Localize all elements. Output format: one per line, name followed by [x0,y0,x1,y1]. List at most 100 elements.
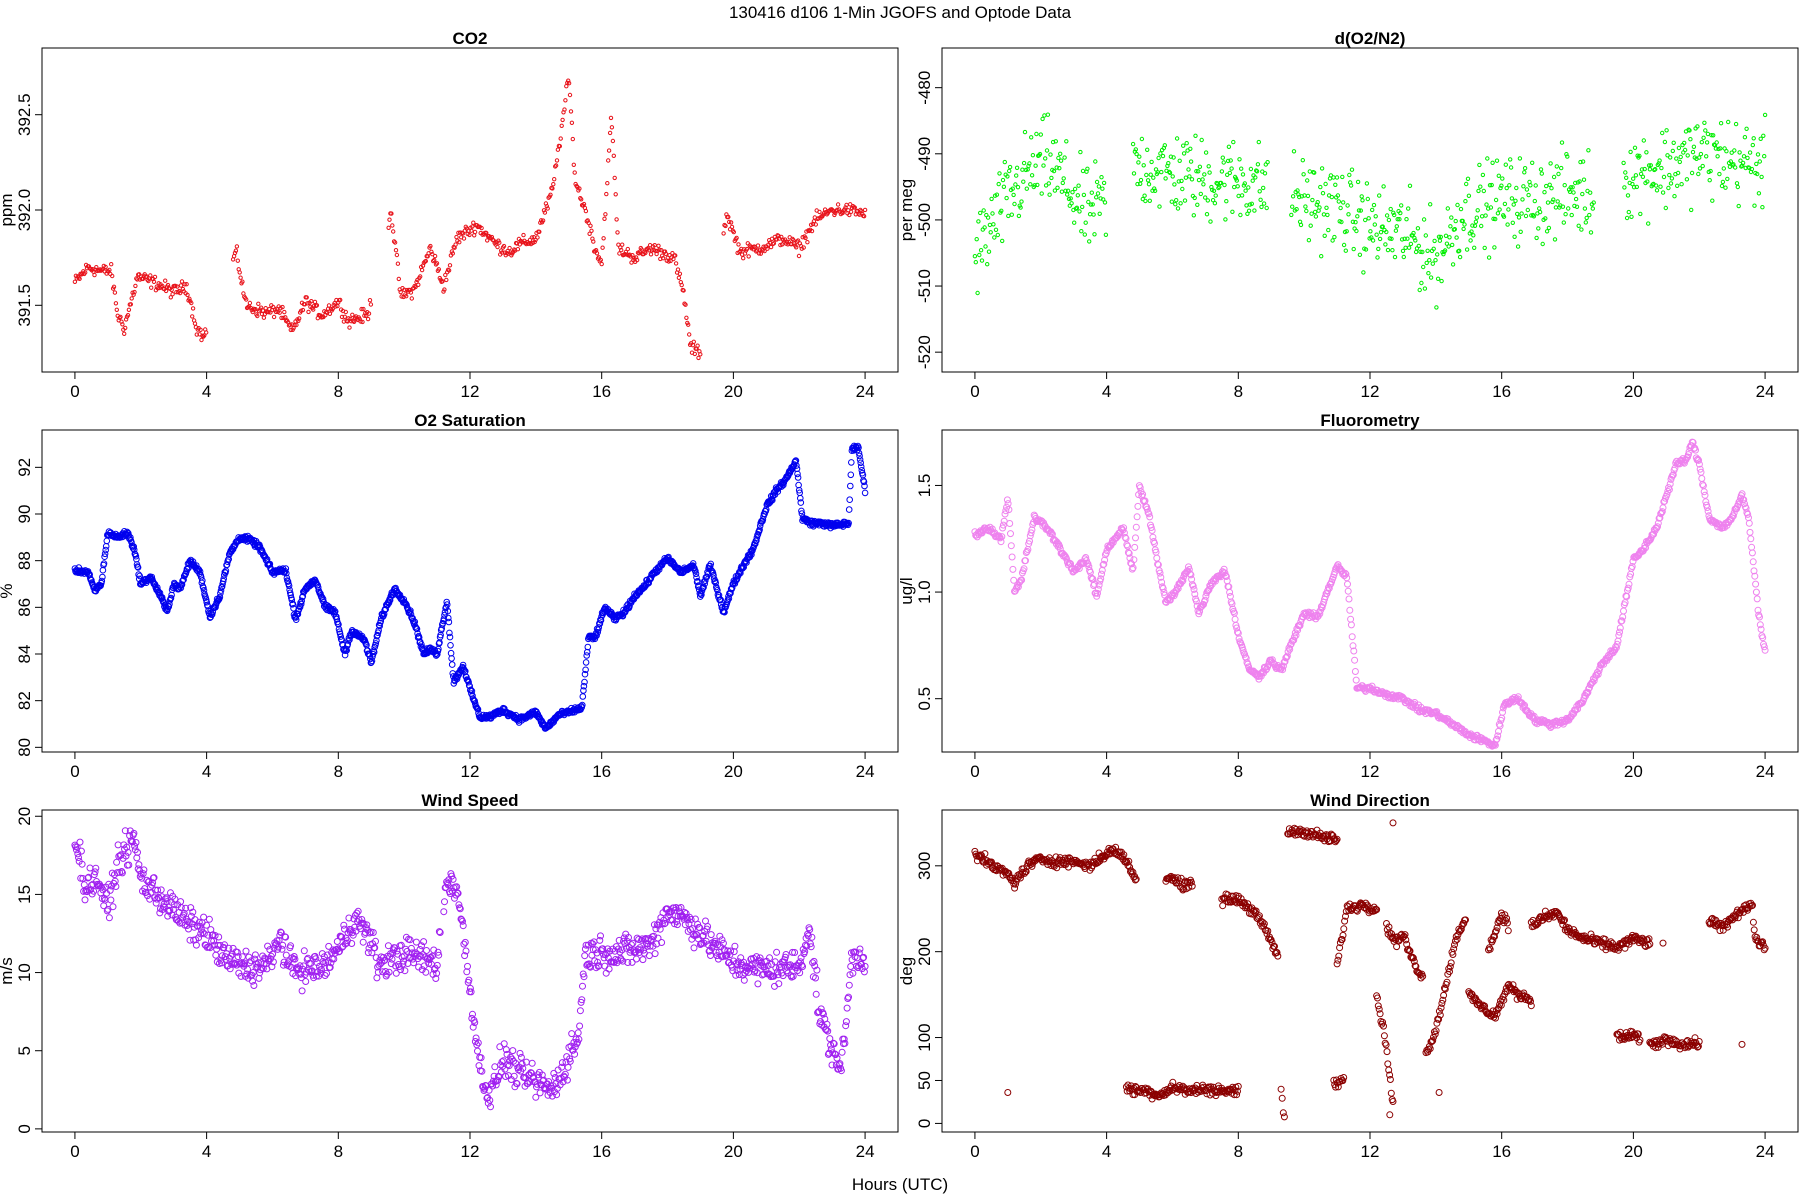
data-point [739,246,744,252]
data-point [1697,166,1703,171]
data-point [1751,136,1756,141]
data-point [1418,249,1423,255]
data-point [997,538,1005,546]
data-point [1352,676,1360,684]
data-point [1586,148,1591,153]
data-point [348,316,353,321]
data-point [384,942,392,950]
data-point [169,287,174,293]
data-point [1373,214,1378,219]
data-point [582,659,590,666]
data-point [1078,149,1083,155]
data-point [199,337,204,343]
data-point [1072,220,1077,225]
data-point [132,552,140,560]
data-point [1701,491,1709,499]
data-point [1560,204,1566,209]
data-point [648,252,654,257]
data-point [1136,160,1141,165]
data-point [1436,234,1442,240]
data-point [1196,177,1202,183]
data-point [111,284,117,289]
data-point [499,709,507,716]
data-point [1626,209,1632,215]
data-point [1477,162,1482,168]
data-point [752,540,759,548]
data-point [1131,171,1137,176]
data-point [1578,159,1583,165]
data-point [571,162,576,168]
data-point [1457,248,1462,254]
data-point [373,974,381,982]
data-point [1001,510,1009,518]
data-point [1231,615,1239,623]
data-point [581,670,589,678]
data-point [302,978,310,985]
data-point [1162,143,1168,148]
data-point [1030,153,1036,158]
data-point [1347,172,1352,178]
data-point [1729,150,1734,155]
data-point [1032,183,1037,188]
data-point [386,225,391,231]
y-tick-label: 88 [15,551,34,570]
data-point [390,223,395,228]
data-point [559,123,564,129]
data-point [1252,208,1257,213]
data-point [1499,183,1504,188]
data-point [1003,503,1011,511]
data-point [1419,280,1424,286]
x-tick-label: 8 [1234,382,1243,401]
data-point [1082,232,1088,237]
data-point [1462,222,1467,227]
data-point [1510,220,1516,226]
data-point [1563,212,1568,217]
data-point [1360,198,1365,203]
data-point [1676,145,1682,151]
panel-title: CO2 [453,29,488,48]
data-point [563,98,568,103]
data-point [978,210,983,216]
data-point [1481,188,1487,194]
data-point [1624,215,1630,221]
data-point [92,864,100,872]
data-point [399,294,404,299]
data-point [1641,138,1647,143]
data-point [550,186,555,191]
data-point [794,245,799,250]
data-point [1021,179,1026,184]
data-point [538,220,543,225]
data-point [1553,205,1559,210]
data-point [1300,158,1306,163]
data-point [583,652,591,659]
data-point [579,693,587,700]
data-point [1556,171,1561,177]
data-point [1665,153,1670,158]
x-tick-label: 4 [1102,762,1111,781]
data-point [625,246,630,252]
data-point [135,571,142,578]
data-point [1506,207,1511,212]
data-point [1061,176,1066,181]
data-point [453,242,458,247]
data-point [407,611,415,618]
x-tick-label: 16 [1492,762,1511,781]
data-point [72,279,78,284]
data-point [1546,225,1552,231]
data-point [251,306,256,311]
data-point [1528,183,1533,188]
data-point [1423,233,1429,238]
data-point [382,606,390,613]
data-point [102,546,109,554]
data-point [1755,152,1761,157]
data-point [83,270,88,275]
data-point [852,205,857,210]
data-point [1388,206,1393,212]
data-point [1581,177,1587,182]
data-point [1445,206,1451,211]
data-point [109,262,114,267]
data-point [189,300,194,306]
data-point [1498,185,1503,191]
data-point [255,313,260,319]
data-point [1705,131,1711,137]
